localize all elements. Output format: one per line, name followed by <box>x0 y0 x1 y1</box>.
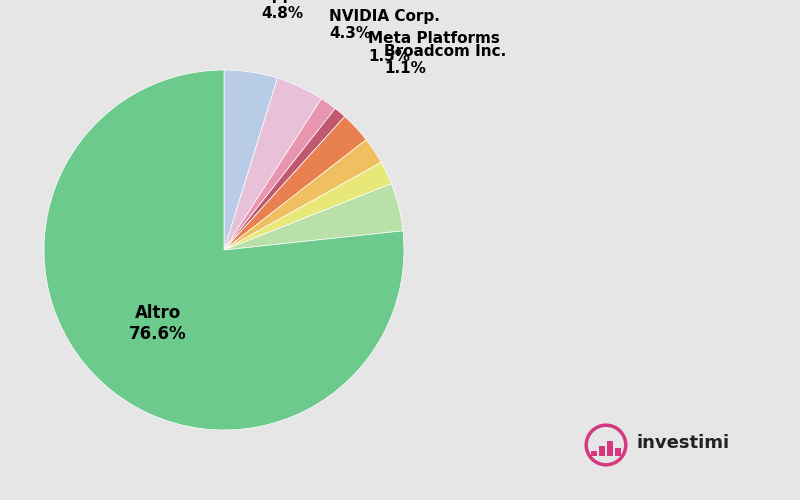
Wedge shape <box>44 70 404 430</box>
Wedge shape <box>224 78 322 250</box>
Wedge shape <box>224 184 403 250</box>
Wedge shape <box>224 116 366 250</box>
FancyBboxPatch shape <box>591 451 597 456</box>
Wedge shape <box>224 162 391 250</box>
Text: Altro
76.6%: Altro 76.6% <box>129 304 186 343</box>
FancyBboxPatch shape <box>607 440 613 456</box>
FancyBboxPatch shape <box>615 448 621 456</box>
Wedge shape <box>224 98 335 250</box>
FancyBboxPatch shape <box>599 446 605 456</box>
Wedge shape <box>224 70 278 250</box>
Text: investimi: investimi <box>636 434 729 452</box>
Wedge shape <box>224 108 345 250</box>
Text: NVIDIA Corp.
4.3%: NVIDIA Corp. 4.3% <box>329 8 440 41</box>
Text: Apple
4.8%: Apple 4.8% <box>262 0 310 20</box>
Text: Meta Platforms
1.5%: Meta Platforms 1.5% <box>368 32 500 64</box>
Text: Broadcom Inc.
1.1%: Broadcom Inc. 1.1% <box>384 44 506 76</box>
Wedge shape <box>224 140 381 250</box>
